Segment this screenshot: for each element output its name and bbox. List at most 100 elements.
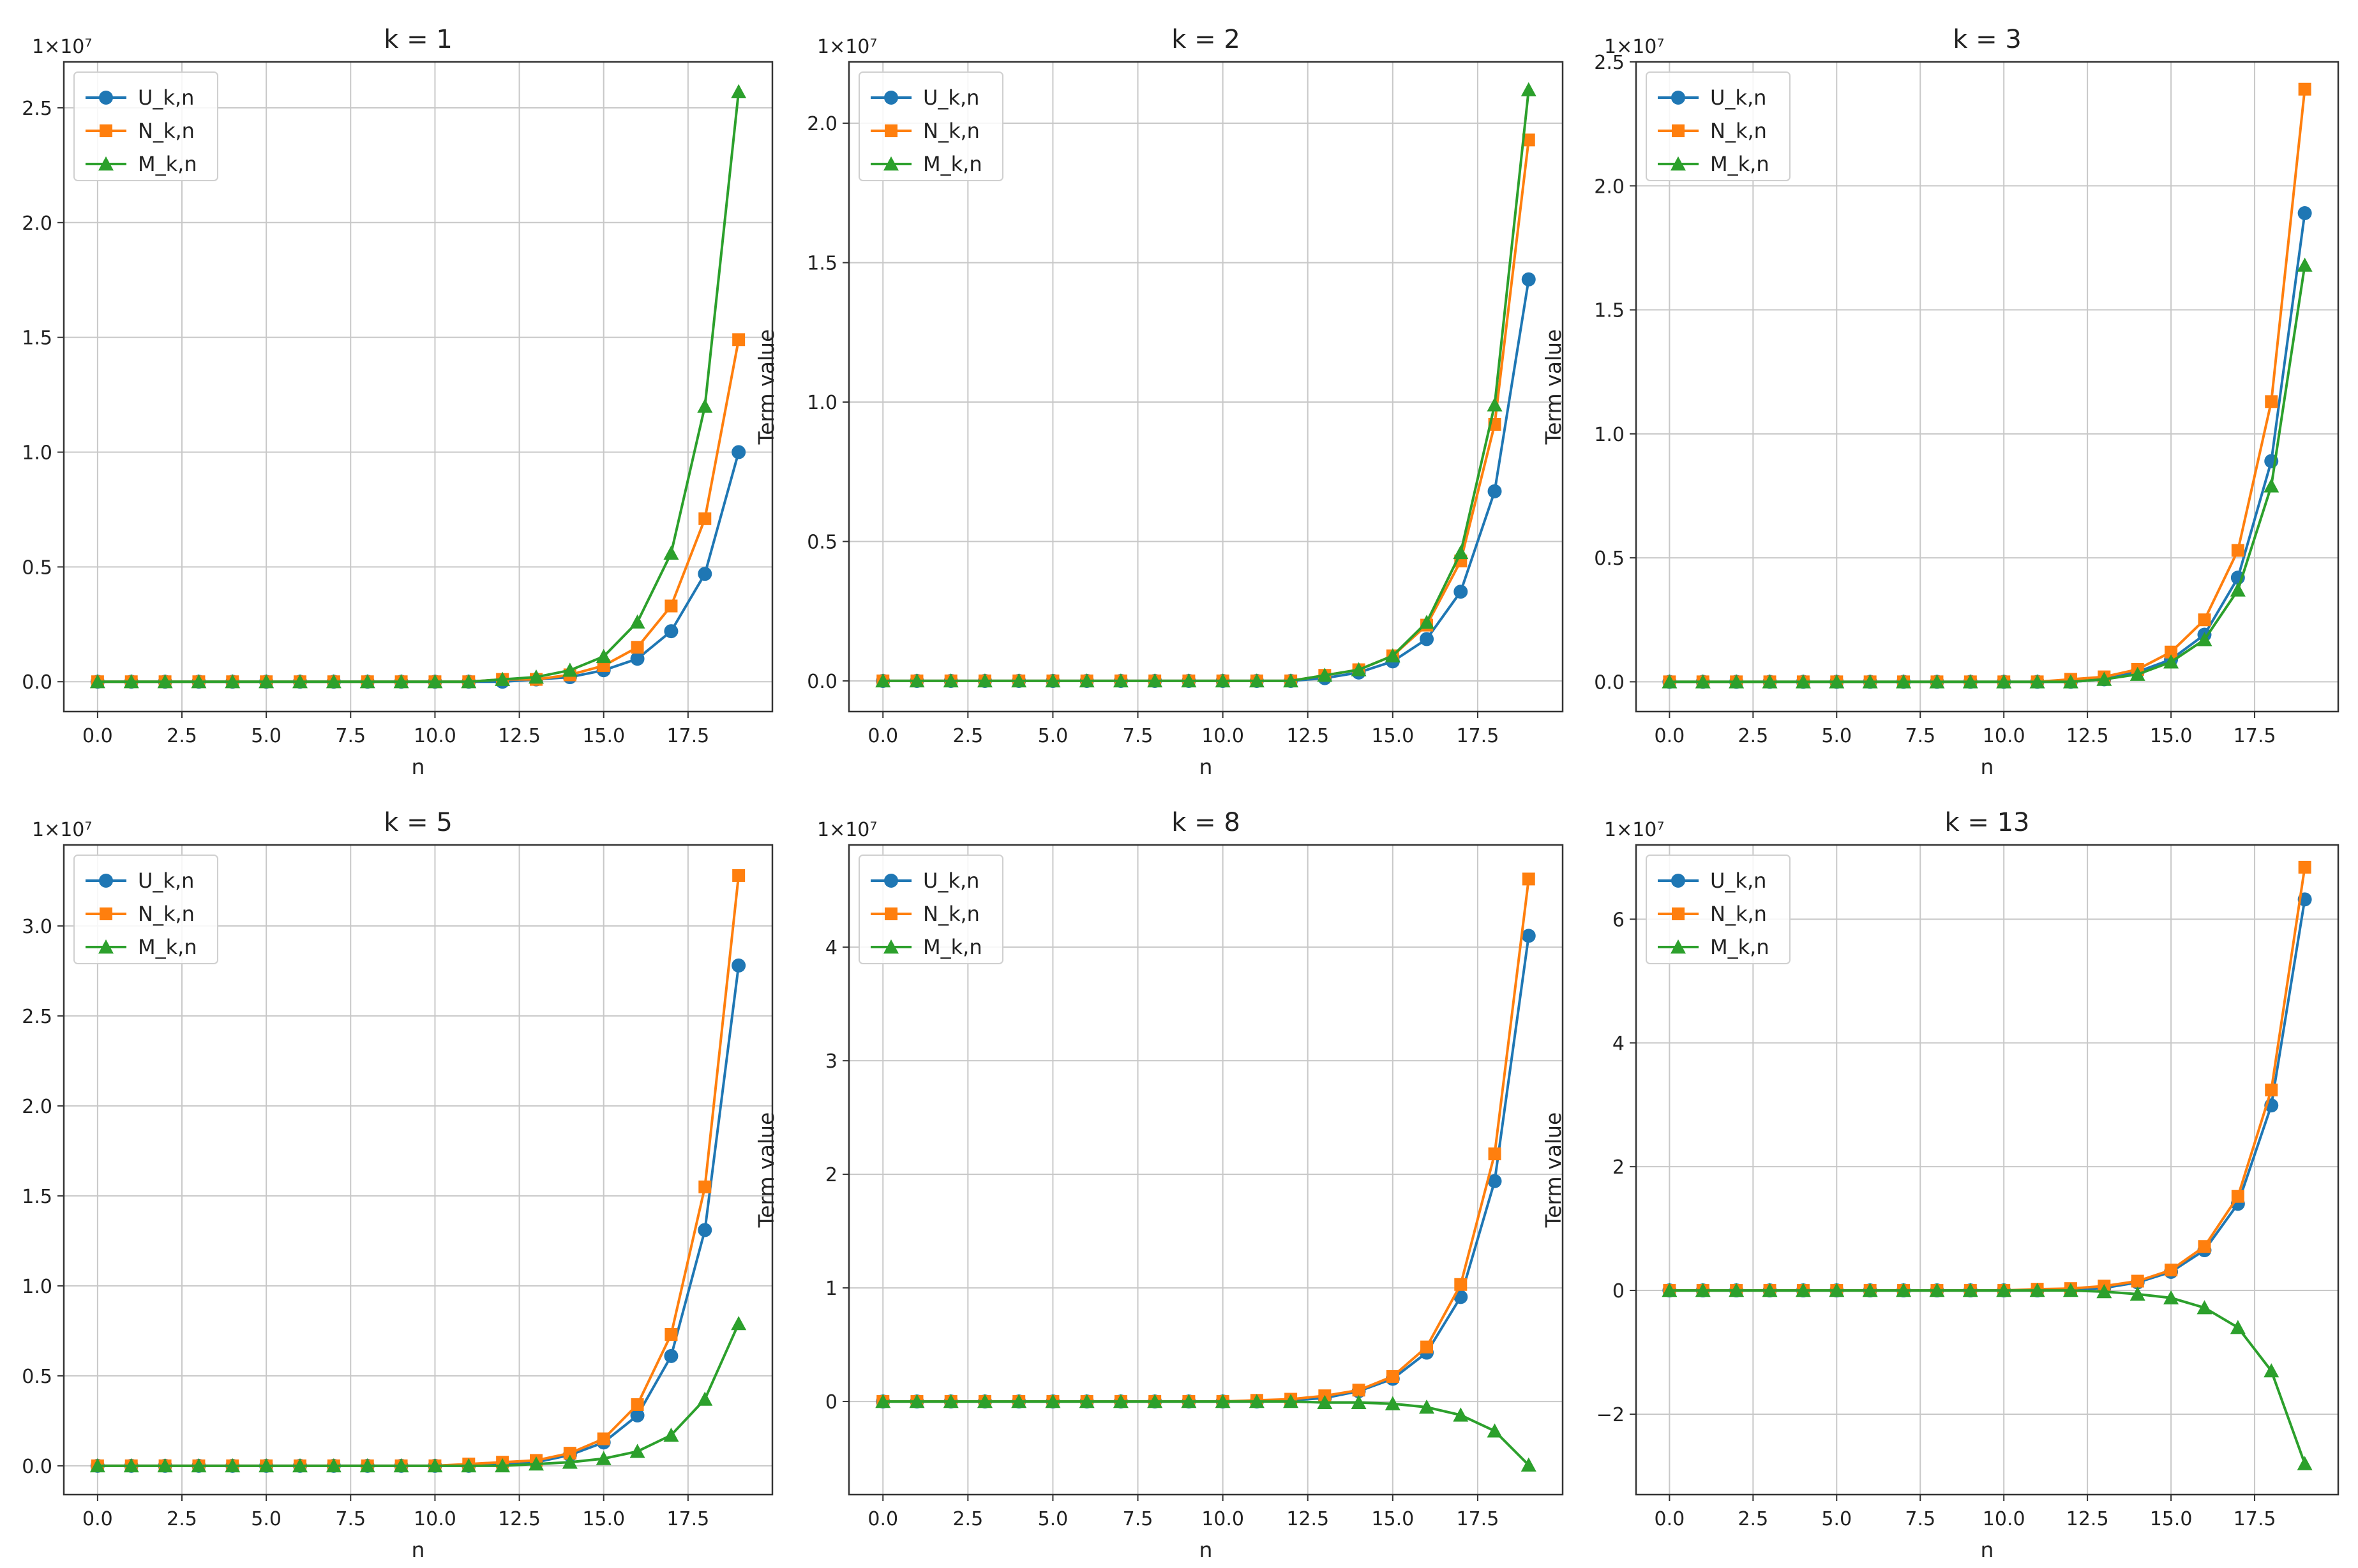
data-point-mkn-17 xyxy=(1453,1407,1469,1422)
data-point-mkn-11 xyxy=(461,674,477,689)
data-point-mkn-6 xyxy=(292,674,308,689)
x-tick-label: 0.0 xyxy=(867,1508,898,1530)
data-point-mkn-8 xyxy=(359,1458,375,1473)
x-tick-label: 15.0 xyxy=(1371,725,1414,747)
legend-swatch-marker xyxy=(884,91,898,105)
x-tick-label: 7.5 xyxy=(1905,1508,1935,1530)
y-scale-label: 1×10⁷ xyxy=(32,819,92,841)
x-tick-label: 0.0 xyxy=(1655,725,1685,747)
y-tick-label: 2.0 xyxy=(807,113,837,135)
axes-frame xyxy=(63,844,774,1496)
data-point-mkn-8 xyxy=(1929,1283,1945,1297)
legend-swatch-marker xyxy=(100,124,112,137)
data-point-mkn-15 xyxy=(2163,654,2179,669)
legend-entry: M_k,n xyxy=(138,152,197,176)
data-point-mkn-18 xyxy=(2264,1363,2279,1378)
legend-entry: N_k,n xyxy=(1710,119,1767,143)
data-point-nkn-19 xyxy=(732,869,746,882)
panel-1: 0.0 2.5 5.0 7.5 10.0 12.5 15.0 17.5 0.0 0.5 1.0 1.5… xyxy=(22,25,774,779)
data-point-nkn-17 xyxy=(2231,1190,2244,1203)
y-tick-label: 2.5 xyxy=(1594,52,1625,74)
data-point-mkn-1 xyxy=(909,673,925,688)
panel-6: 0.0 2.5 5.0 7.5 10.0 12.5 15.0 17.5 −2 0 2 4 6 k = 13… xyxy=(1541,808,2339,1562)
x-tick-label: 5.0 xyxy=(1038,1508,1069,1530)
legend-entry: U_k,n xyxy=(138,869,194,893)
x-tick-label: 0.0 xyxy=(82,1508,113,1530)
data-point-mkn-5 xyxy=(1829,674,1845,689)
legend-entry: U_k,n xyxy=(138,86,194,110)
data-point-mkn-15 xyxy=(596,648,612,663)
y-tick-label: 1.0 xyxy=(22,442,52,465)
data-point-mkn-8 xyxy=(1929,674,1945,689)
data-point-mkn-4 xyxy=(1011,1394,1027,1408)
data-point-mkn-7 xyxy=(326,1458,342,1473)
x-tick-label: 17.5 xyxy=(666,725,709,747)
data-point-mkn-18 xyxy=(697,1391,713,1406)
legend-entry: N_k,n xyxy=(138,119,195,143)
data-point-mkn-16 xyxy=(2197,1300,2212,1315)
data-point-mkn-17 xyxy=(2230,1320,2246,1334)
data-point-nkn-17 xyxy=(1454,1278,1468,1291)
x-tick-label: 12.5 xyxy=(498,725,541,747)
x-tick-label: 17.5 xyxy=(1457,725,1499,747)
data-point-ukn-16 xyxy=(630,1408,645,1422)
y-tick-label: 0.0 xyxy=(22,671,52,694)
x-tick-label: 12.5 xyxy=(1286,725,1329,747)
y-tick-label: 2.0 xyxy=(22,1096,52,1118)
data-point-mkn-19 xyxy=(731,1316,747,1331)
legend-swatch-marker xyxy=(883,939,899,954)
data-point-ukn-19 xyxy=(2297,206,2312,221)
data-point-mkn-2 xyxy=(157,1458,173,1473)
series-line-mkn xyxy=(97,1323,740,1467)
data-point-mkn-3 xyxy=(977,673,993,688)
legend-swatch-marker xyxy=(885,124,897,137)
data-point-nkn-14 xyxy=(1352,1384,1365,1397)
y-axis-label: Term value xyxy=(754,1112,779,1228)
data-point-nkn-16 xyxy=(2198,613,2211,627)
data-point-mkn-14 xyxy=(562,1454,578,1469)
y-tick-label: 4 xyxy=(825,937,837,959)
data-point-mkn-10 xyxy=(1996,674,2012,689)
data-point-nkn-16 xyxy=(1420,1340,1434,1354)
data-point-nkn-15 xyxy=(2165,645,2178,659)
y-axis-label: Term value xyxy=(1541,329,1566,445)
data-point-mkn-14 xyxy=(2129,666,2145,681)
legend: U_k,n N_k,n M_k,n xyxy=(73,855,218,964)
legend-swatch-marker xyxy=(1672,907,1685,920)
data-point-nkn-18 xyxy=(698,512,712,525)
x-tick-label: 15.0 xyxy=(2150,1508,2193,1530)
data-point-mkn-16 xyxy=(2197,632,2212,646)
data-point-mkn-7 xyxy=(1113,673,1129,688)
data-point-mkn-19 xyxy=(1521,1457,1536,1472)
legend-swatch-marker xyxy=(1671,91,1685,105)
x-tick-label: 7.5 xyxy=(1123,1508,1153,1530)
series-line-mkn xyxy=(883,1400,1530,1467)
legend-entry: U_k,n xyxy=(1710,869,1766,893)
data-point-ukn-17 xyxy=(664,1348,679,1363)
x-tick-label: 2.5 xyxy=(167,725,197,747)
data-point-mkn-15 xyxy=(596,1451,612,1465)
legend-entry: M_k,n xyxy=(923,152,982,176)
data-point-mkn-6 xyxy=(292,1458,308,1473)
data-point-mkn-3 xyxy=(977,1394,993,1408)
data-point-nkn-14 xyxy=(2131,1274,2144,1288)
y-tick-label: 2.0 xyxy=(1594,175,1625,198)
data-point-mkn-7 xyxy=(1896,1283,1912,1297)
data-point-mkn-13 xyxy=(529,1456,544,1471)
data-point-mkn-2 xyxy=(943,673,959,688)
data-point-mkn-10 xyxy=(1996,1283,2012,1297)
data-point-mkn-4 xyxy=(1795,674,1811,689)
y-tick-label: 0.0 xyxy=(1594,671,1625,694)
y-tick-label: 1.5 xyxy=(22,1186,52,1208)
legend-swatch-marker xyxy=(1671,874,1685,888)
data-point-nkn-19 xyxy=(732,333,746,347)
data-point-mkn-9 xyxy=(1962,674,1978,689)
x-tick-label: 7.5 xyxy=(1123,725,1153,747)
legend-swatch-marker xyxy=(883,156,899,171)
series-line-mkn xyxy=(1669,1289,2306,1465)
x-tick-label: 17.5 xyxy=(2234,725,2276,747)
data-point-mkn-13 xyxy=(2096,671,2112,686)
data-point-nkn-18 xyxy=(2265,1083,2278,1096)
data-point-mkn-2 xyxy=(943,1394,959,1408)
data-point-nkn-15 xyxy=(2165,1264,2178,1277)
